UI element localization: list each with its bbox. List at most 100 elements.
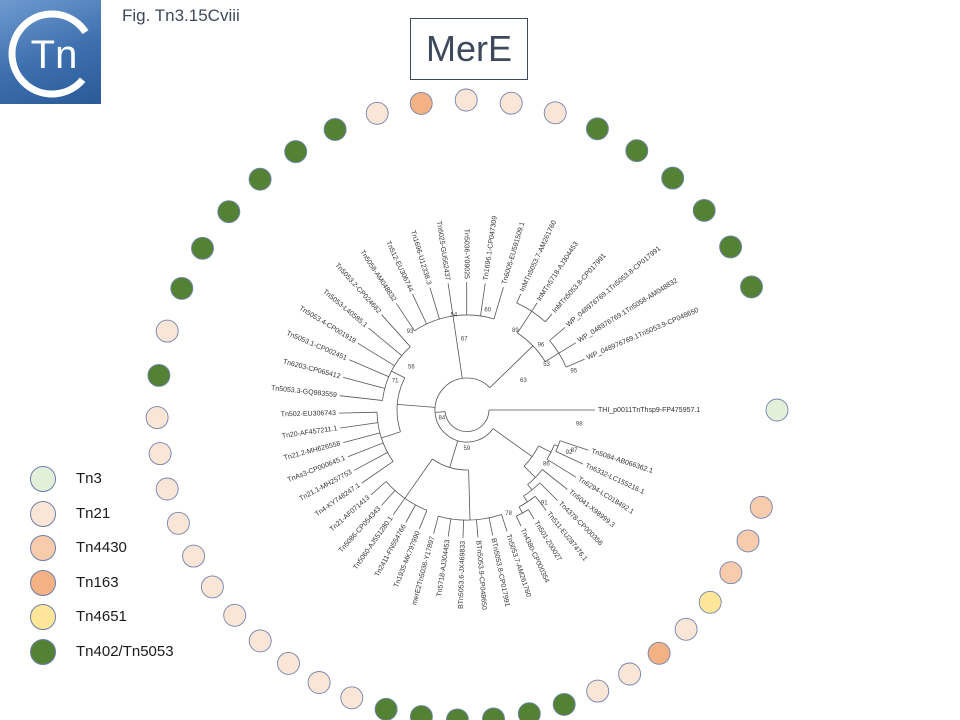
legend-swatch: [30, 604, 56, 630]
legend-label: Tn4430: [76, 539, 127, 556]
leaf-marker: [454, 88, 478, 112]
leaf-label: Tn1696.1-CP047309: [483, 215, 499, 280]
leaf-marker: [740, 275, 763, 299]
leaf-marker: [148, 442, 172, 466]
tree-branch: [549, 327, 566, 341]
tree-branch: [492, 428, 533, 457]
tree-branch: [357, 342, 395, 367]
tn-logo: Tn: [0, 0, 101, 104]
bootstrap-value: 86: [543, 461, 550, 467]
tree-branch: [493, 287, 504, 320]
legend-label: Tn3: [76, 470, 102, 487]
leaf-marker: [586, 679, 610, 703]
tree-branch: [516, 293, 522, 304]
tree-branch: [542, 469, 568, 490]
leaf-label: BTn5053.6-JX469833: [458, 541, 467, 609]
leaf-marker: [409, 705, 433, 720]
bootstrap-value: 67: [461, 336, 468, 342]
diagram-title: MerE: [410, 18, 528, 80]
legend-swatch: [30, 500, 56, 527]
tree-arc: [434, 377, 494, 443]
tree-branch: [435, 411, 446, 413]
bootstrap-value: 56: [408, 365, 415, 371]
logo-text: Tn: [31, 33, 78, 77]
legend-item: Tn4651: [30, 604, 230, 632]
leaf-marker: [736, 529, 760, 553]
tree-branch: [353, 452, 388, 471]
leaf-marker: [482, 707, 505, 720]
bootstrap-value: 93: [407, 329, 414, 335]
bootstrap-value: 92: [566, 450, 573, 456]
tree-branch: [381, 314, 411, 347]
leaf-marker: [248, 167, 272, 191]
legend-item: Tn4430: [30, 535, 230, 563]
leaf-label: Tn1696-U12338.3: [409, 230, 432, 286]
tree-branch: [544, 313, 553, 322]
leaf-marker: [719, 561, 743, 585]
tree-branch: [488, 517, 494, 536]
tree-branch: [476, 519, 479, 538]
tree-branch: [555, 451, 584, 465]
leaf-label: Tn6005-EU591509.1: [501, 221, 526, 285]
tree-branch: [347, 442, 384, 458]
leaf-marker: [191, 236, 214, 260]
leaf-marker: [182, 544, 206, 568]
tree-arc: [444, 409, 490, 433]
tree-branch: [339, 395, 383, 401]
bootstrap-value: 91: [541, 501, 548, 507]
tree-branch: [534, 496, 547, 511]
tree-branch: [447, 518, 452, 537]
leaf-label: Tn502-EU306743: [281, 410, 337, 418]
bootstrap-value: 84: [439, 415, 446, 421]
tree-branch: [412, 294, 427, 325]
leaf-marker: [409, 91, 433, 115]
leaf-marker: [552, 692, 576, 716]
tree-branch: [340, 422, 378, 429]
leaf-marker: [166, 511, 190, 535]
leaf-marker: [445, 708, 469, 720]
leaf-marker: [719, 235, 743, 259]
legend-item: Tn163: [30, 569, 230, 598]
tree-branch: [515, 515, 522, 527]
tree-branch: [370, 481, 387, 496]
tree-branch: [539, 482, 558, 501]
figure-label: Fig. Tn3.15Cviii: [122, 6, 240, 25]
tree-branch: [480, 283, 486, 317]
leaf-label: WP_048976769.1Tn5053.9-CP048650: [586, 307, 700, 362]
bootstrap-value: 53: [543, 362, 550, 368]
tree-branch: [558, 342, 577, 354]
tree-branch: [419, 510, 428, 529]
tree-branch: [518, 506, 523, 514]
tree-branches: [338, 282, 595, 538]
leaf-marker: [499, 91, 523, 115]
bootstrap-value: 59: [464, 446, 471, 452]
tree-arc: [523, 445, 539, 467]
bootstrap-value: 89: [512, 328, 519, 334]
leaf-marker: [248, 629, 272, 653]
leaf-marker: [277, 651, 300, 675]
tree-branch: [405, 504, 416, 523]
leaf-label: Tn6025-GU562437: [435, 221, 451, 281]
legend-item: Tn21: [30, 500, 230, 529]
leaf-marker: [698, 590, 722, 614]
bootstrap-value: 54: [451, 312, 458, 318]
tree-branch: [343, 432, 381, 443]
leaf-label: BTn5053.8-CP017991: [490, 538, 511, 608]
legend-swatch: [30, 569, 56, 596]
leaf-marker: [217, 200, 241, 224]
leaf-marker: [543, 101, 567, 125]
tree-branch: [449, 440, 459, 468]
bootstrap-values: 98 92 91 59 63 67 54 60 93 84 71 56 89 96 53 95 87 86 78: [392, 308, 583, 518]
leaf-marker: [517, 702, 541, 720]
tree-branch: [429, 287, 440, 320]
tree-branch: [554, 444, 559, 447]
leaf-label: Tn5718-AJ304453: [436, 539, 451, 597]
tree-branch: [527, 509, 535, 520]
bootstrap-value: 78: [505, 511, 512, 517]
bootstrap-value: 63: [520, 378, 527, 384]
leaf-marker: [200, 575, 224, 599]
tree-branch: [501, 514, 508, 532]
tree-arc: [518, 495, 536, 508]
leaf-marker: [145, 406, 169, 430]
